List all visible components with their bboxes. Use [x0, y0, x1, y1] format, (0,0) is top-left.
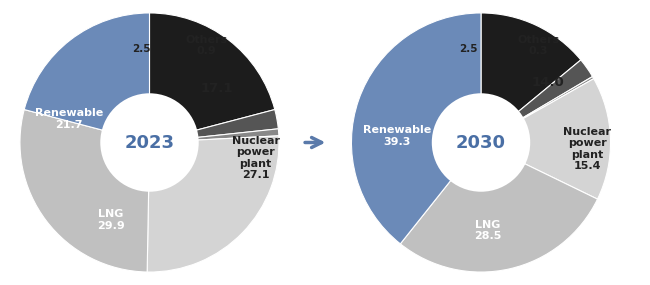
Text: Nuclear
power
plant
27.1: Nuclear power plant 27.1 [232, 136, 280, 180]
Text: Renewable
39.3: Renewable 39.3 [363, 125, 431, 147]
Wedge shape [352, 13, 481, 244]
Text: 2023: 2023 [125, 133, 174, 152]
Wedge shape [24, 13, 150, 142]
Text: 2030: 2030 [456, 133, 506, 152]
Wedge shape [150, 129, 279, 142]
Circle shape [432, 93, 530, 192]
Text: 17.1: 17.1 [201, 82, 233, 95]
Wedge shape [481, 60, 593, 142]
Wedge shape [20, 109, 150, 272]
Wedge shape [150, 109, 278, 142]
Text: Renewable
21.7: Renewable 21.7 [35, 108, 103, 130]
Text: 14.0: 14.0 [532, 76, 565, 89]
Circle shape [100, 93, 199, 192]
Text: Others
0.9: Others 0.9 [186, 34, 228, 56]
Wedge shape [481, 79, 610, 199]
Wedge shape [400, 142, 597, 272]
Wedge shape [481, 13, 581, 142]
Text: 2.5: 2.5 [459, 44, 477, 54]
Text: Nuclear
power
plant
15.4: Nuclear power plant 15.4 [564, 127, 611, 171]
Wedge shape [481, 77, 593, 142]
Text: LNG
29.9: LNG 29.9 [97, 209, 125, 231]
Wedge shape [147, 136, 279, 272]
Text: 2.5: 2.5 [133, 44, 151, 54]
Text: LNG
28.5: LNG 28.5 [474, 220, 501, 241]
Text: Others
0.3: Others 0.3 [517, 34, 560, 56]
Wedge shape [150, 13, 275, 142]
